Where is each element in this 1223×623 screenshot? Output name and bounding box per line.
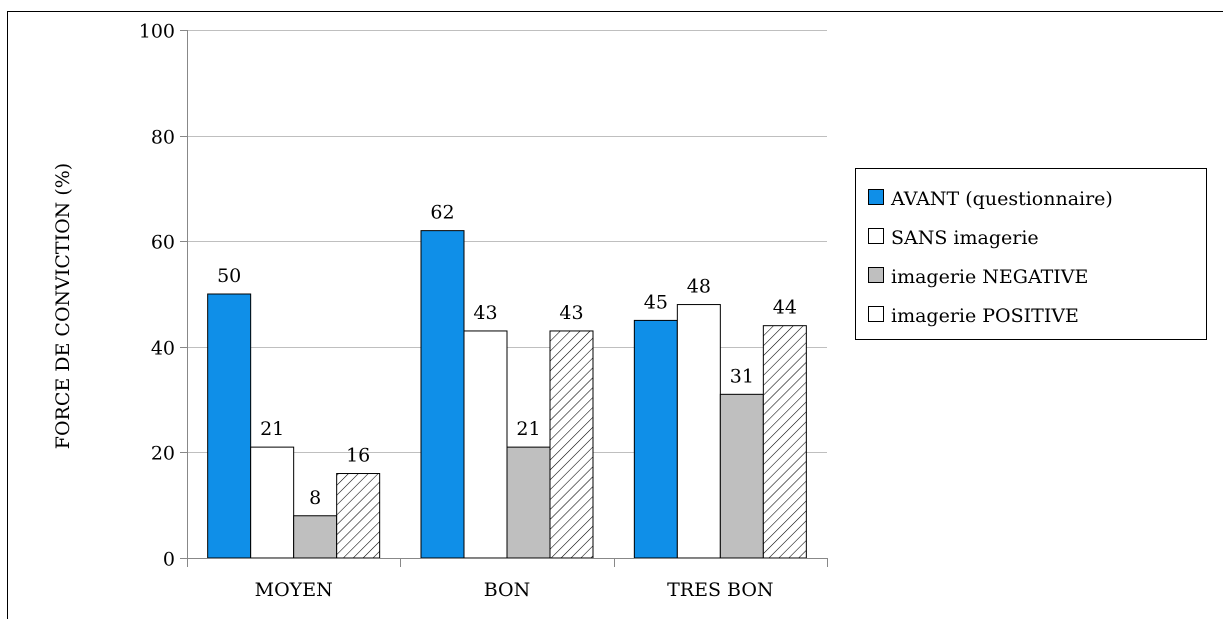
data-label: 50 <box>217 265 241 287</box>
bar <box>421 231 464 558</box>
data-label: 45 <box>644 291 668 313</box>
bar <box>251 447 294 558</box>
data-label: 62 <box>430 202 454 224</box>
legend-label: imagerie NEGATIVE <box>891 266 1088 288</box>
y-tick-label: 80 <box>151 127 175 149</box>
y-tick-label: 60 <box>151 232 175 254</box>
bar <box>507 447 550 558</box>
legend-label: imagerie POSITIVE <box>891 305 1079 327</box>
data-label: 44 <box>773 297 797 319</box>
bar <box>294 516 337 558</box>
data-label: 21 <box>260 418 284 440</box>
bar <box>720 394 763 558</box>
y-tick-label: 0 <box>163 549 175 571</box>
legend-label: SANS imagerie <box>891 227 1039 249</box>
bar <box>208 294 251 558</box>
legend-label: AVANT (questionnaire) <box>890 188 1113 210</box>
y-tick-label: 40 <box>151 338 175 360</box>
y-tick-label: 100 <box>139 21 175 43</box>
legend-swatch <box>869 229 884 244</box>
y-axis-title: FORCE DE CONVICTION (%) <box>52 163 74 449</box>
data-label: 48 <box>687 276 711 298</box>
data-label: 8 <box>309 487 321 509</box>
legend-swatch <box>869 268 884 283</box>
bar <box>634 320 677 558</box>
legend: AVANT (questionnaire) SANS imagerie imager… <box>856 169 1207 340</box>
bar <box>464 331 507 558</box>
data-label: 16 <box>346 445 370 467</box>
data-label: 43 <box>473 302 497 324</box>
data-label: 43 <box>559 302 583 324</box>
legend-swatch <box>869 307 884 322</box>
bar <box>677 305 720 558</box>
x-tick-label: BON <box>484 579 531 601</box>
data-label: 21 <box>516 418 540 440</box>
legend-swatch <box>869 190 884 205</box>
data-label: 31 <box>730 365 754 387</box>
bar <box>763 326 806 558</box>
x-tick-label: MOYEN <box>255 579 333 601</box>
bar <box>550 331 593 558</box>
y-tick-label: 20 <box>151 443 175 465</box>
bar <box>337 474 380 558</box>
x-tick-label: TRES BON <box>667 579 773 601</box>
